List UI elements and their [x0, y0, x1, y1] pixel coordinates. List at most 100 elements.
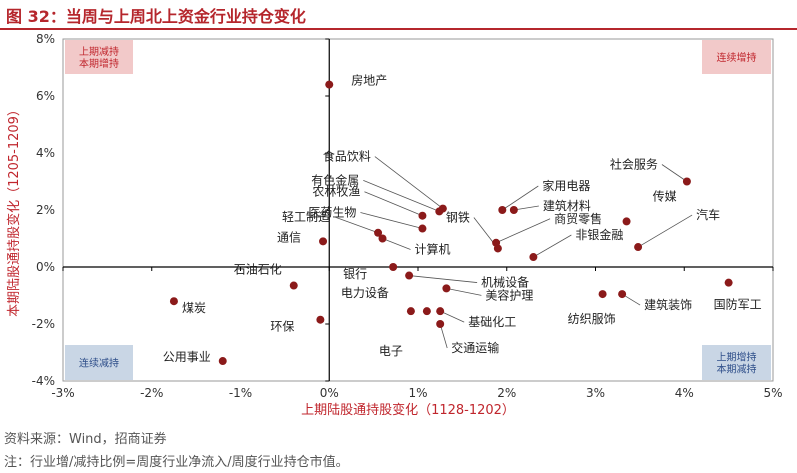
- quadrant-top-right-text: 连续增持: [717, 51, 757, 64]
- data-point: [422, 307, 431, 316]
- data-label: 社会服务: [610, 157, 658, 172]
- data-point: [492, 238, 501, 247]
- leader-line: [360, 212, 423, 229]
- figure-title: 图 32：当周与上周北上资金行业持仓变化: [6, 7, 306, 26]
- leader-line: [440, 310, 465, 323]
- data-point: [529, 253, 538, 262]
- leader-line: [495, 218, 551, 244]
- y-tick-label: -2%: [32, 317, 55, 331]
- leader-line: [439, 323, 448, 349]
- data-point: [405, 271, 414, 280]
- data-label: 电子: [379, 344, 403, 358]
- quadrant-top-left-box: [65, 40, 133, 74]
- quadrant-top-left-text: 上期减持: [79, 45, 119, 58]
- leader-line: [446, 287, 482, 296]
- data-point: [435, 207, 444, 216]
- data-point: [436, 307, 445, 316]
- data-point: [169, 297, 178, 306]
- quadrant-top-right-box: [702, 40, 771, 74]
- data-label: 医药生物: [308, 206, 356, 220]
- data-label: 食品饮料: [323, 149, 371, 164]
- quadrant-bottom-left-text: 连续减持: [79, 357, 119, 370]
- leader-line: [513, 205, 539, 211]
- data-point: [618, 290, 627, 299]
- data-label: 煤炭: [182, 301, 206, 315]
- data-label: 有色金属: [311, 172, 359, 187]
- figure-title-bar: 图 32：当周与上周北上资金行业持仓变化: [0, 0, 797, 30]
- x-tick-label: 3%: [586, 386, 605, 400]
- quadrant-top-left-text: 本期增持: [79, 57, 119, 70]
- data-point: [634, 243, 643, 252]
- x-tick-label: -1%: [229, 386, 252, 400]
- data-label: 石油石化: [234, 263, 282, 277]
- x-tick-label: 2%: [497, 386, 516, 400]
- data-label: 农林牧渔: [312, 185, 360, 199]
- x-tick-label: -3%: [51, 386, 74, 400]
- data-label: 公用事业: [163, 350, 211, 364]
- data-label: 钢铁: [446, 210, 470, 224]
- leader-line: [409, 275, 478, 283]
- quadrant-bottom-right-box: [702, 345, 771, 380]
- leader-line: [363, 180, 440, 212]
- footnote: 注：行业增/减持比例=周度行业净流入/周度行业持仓市值。: [4, 455, 349, 470]
- data-label: 计算机: [415, 242, 451, 257]
- data-label: 汽车: [696, 207, 720, 222]
- data-point: [724, 278, 733, 287]
- data-label: 环保: [270, 320, 294, 334]
- data-label: 纺织服饰: [568, 312, 616, 326]
- source-note: 资料来源：Wind，招商证券: [4, 432, 167, 447]
- data-label: 国防军工: [714, 297, 762, 312]
- data-label: 基础化工: [468, 315, 516, 329]
- data-point: [418, 224, 427, 233]
- data-point: [442, 284, 451, 293]
- data-label: 房地产: [351, 73, 387, 88]
- data-point: [498, 206, 507, 214]
- data-point: [598, 290, 607, 299]
- quadrant-bottom-left-box: [65, 345, 133, 380]
- data-label: 家用电器: [542, 178, 590, 193]
- quadrant-bottom-right-text: 本期减持: [717, 363, 757, 376]
- x-axis-title: 上期陆股通持股变化（1128-1202）: [301, 402, 515, 418]
- quadrant-bottom-right-text: 上期增持: [717, 351, 757, 364]
- leader-line: [364, 191, 423, 217]
- data-label: 电力设备: [341, 286, 389, 300]
- plot-frame: [62, 38, 774, 382]
- data-label: 银行: [343, 267, 367, 281]
- data-label: 美容护理: [485, 287, 533, 302]
- data-point: [509, 206, 518, 214]
- x-tick-label: -2%: [140, 386, 163, 400]
- data-label: 商贸零售: [554, 211, 602, 226]
- data-label: 建筑材料: [543, 198, 591, 213]
- leader-line: [382, 238, 411, 250]
- data-point: [378, 234, 387, 243]
- leader-line: [661, 164, 688, 182]
- leader-line: [502, 185, 539, 211]
- data-label: 通信: [277, 230, 301, 244]
- y-tick-label: -4%: [32, 374, 55, 388]
- data-label: 轻工制造: [282, 210, 330, 224]
- y-tick-label: 2%: [36, 203, 55, 217]
- x-tick-label: 4%: [675, 386, 694, 400]
- leader-line: [637, 214, 693, 248]
- data-point: [418, 211, 427, 220]
- data-point: [436, 320, 445, 328]
- data-point: [682, 177, 691, 186]
- data-label: 建筑装饰: [644, 297, 692, 312]
- leader-line: [533, 234, 572, 258]
- data-label: 机械设备: [481, 275, 529, 290]
- data-point: [319, 237, 328, 246]
- data-point: [289, 281, 298, 290]
- x-tick-label: 5%: [763, 386, 782, 400]
- y-tick-label: 0%: [36, 260, 55, 274]
- data-label: 非银金融: [575, 227, 623, 242]
- data-point: [622, 217, 631, 226]
- data-point: [389, 263, 398, 271]
- leader-line: [333, 216, 379, 234]
- data-point: [374, 228, 383, 237]
- leader-line: [374, 156, 444, 209]
- data-label: 传媒: [653, 188, 677, 203]
- title-rule: [0, 28, 797, 30]
- y-axis-title: 本期陆股通持股变化（1205-1209）: [6, 103, 22, 317]
- scatter-chart: -3% -2% -1% 0% 1% 2% 3% 4% 5% 8% 6% 4% 2% 0% -2% -4% 上期陆…: [6, 32, 783, 418]
- data-label: 交通运输: [451, 340, 499, 355]
